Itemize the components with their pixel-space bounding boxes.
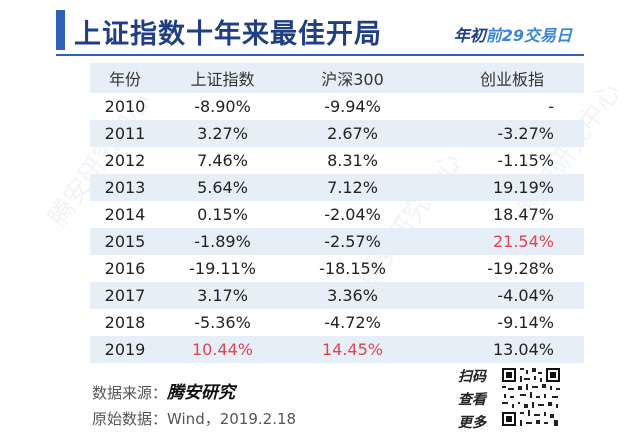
scan-prompt: 扫码 查看 更多 [458,366,486,435]
table-row: 2018 -5.36% -4.72% -9.14% [90,309,584,336]
cell-hs300: 2.67% [327,124,378,143]
cell-year: 2014 [104,205,146,224]
table-row: 2014 0.15% -2.04% 18.47% [90,201,584,228]
column-header-shanghai: 上证指数 [190,70,255,89]
table-row: 2016 -19.11% -18.15% -19.28% [90,255,584,282]
table-row: 2011 3.27% 2.67% -3.27% [90,120,584,147]
qr-code-icon[interactable] [500,366,562,428]
table-body: 2010 -8.90% -9.94% -2011 3.27% 2.67% -3.27% 201… [90,93,584,363]
cell-shanghai: 0.15% [197,205,248,224]
cell-shanghai: 3.27% [197,124,248,143]
cell-chinext: 19.19% [492,178,554,197]
cell-hs300: -18.15% [319,259,386,278]
page-title: 上证指数十年来最佳开局 [74,19,382,50]
page-subtitle: 年初前29交易日 [454,22,572,46]
cell-chinext: -19.28% [487,259,554,278]
table-row: 2013 5.64% 7.12% 19.19% [90,174,584,201]
cell-shanghai: 7.46% [197,151,248,170]
cell-chinext: 13.04% [492,340,554,359]
cell-shanghai: -5.36% [194,313,251,332]
table-row: 2015 -1.89% -2.57% 21.54% [90,228,584,255]
cell-year: 2013 [104,178,146,197]
cell-hs300: -2.57% [324,232,381,251]
cell-chinext: - [548,97,554,116]
column-header-chinext: 创业板指 [479,70,544,89]
cell-chinext: 21.54% [492,232,554,251]
scan-line: 更多 [458,415,486,431]
cell-chinext: -3.27% [497,124,554,143]
original-value: Wind，2019.2.18 [167,410,297,428]
scan-line: 查看 [458,392,486,408]
source-label: 数据来源： [92,384,168,402]
table-row: 2019 10.44% 14.45% 13.04% [90,336,584,363]
cell-shanghai: 5.64% [197,178,248,197]
data-table: 年份 上证指数 沪深300 创业板指 2010 -8.90% -9.94% - 2011… [90,63,584,363]
cell-year: 2015 [104,232,146,251]
column-header-hs300: 沪深300 [321,70,384,89]
cell-shanghai: 10.44% [191,340,253,359]
table-row: 2010 -8.90% -9.94% - [90,93,584,120]
cell-shanghai: -19.11% [189,259,256,278]
subtitle-prefix: 年初 [453,26,486,45]
header-accent-bar [56,10,65,50]
cell-year: 2019 [104,340,146,359]
table-header-row: 年份 上证指数 沪深300 创业板指 [90,63,584,93]
cell-chinext: -4.04% [497,286,554,305]
cell-year: 2011 [104,124,146,143]
source-brand: 腾安研究 [167,383,236,403]
cell-chinext: 18.47% [492,205,554,224]
cell-year: 2012 [104,151,146,170]
cell-hs300: 14.45% [321,340,383,359]
original-label: 原始数据： [92,410,168,428]
cell-hs300: -2.04% [324,205,381,224]
cell-hs300: -9.94% [324,97,381,116]
column-header-year: 年份 [108,70,141,89]
header-divider [56,54,584,56]
cell-year: 2010 [104,97,146,116]
scan-line: 扫码 [458,369,486,385]
cell-shanghai: -8.90% [194,97,251,116]
cell-shanghai: -1.89% [194,232,251,251]
cell-hs300: -4.72% [324,313,381,332]
cell-year: 2016 [104,259,146,278]
data-source: 数据来源：腾安研究 [92,378,235,403]
cell-year: 2018 [104,313,146,332]
subtitle-highlight: 前29交易日 [485,26,572,45]
cell-chinext: -9.14% [497,313,554,332]
table-row: 2012 7.46% 8.31% -1.15% [90,147,584,174]
cell-hs300: 3.36% [327,286,378,305]
cell-chinext: -1.15% [497,151,554,170]
cell-shanghai: 3.17% [197,286,248,305]
cell-year: 2017 [104,286,146,305]
cell-hs300: 8.31% [327,151,378,170]
cell-hs300: 7.12% [327,178,378,197]
table-row: 2017 3.17% 3.36% -4.04% [90,282,584,309]
original-data-note: 原始数据：Wind，2019.2.18 [92,408,296,429]
